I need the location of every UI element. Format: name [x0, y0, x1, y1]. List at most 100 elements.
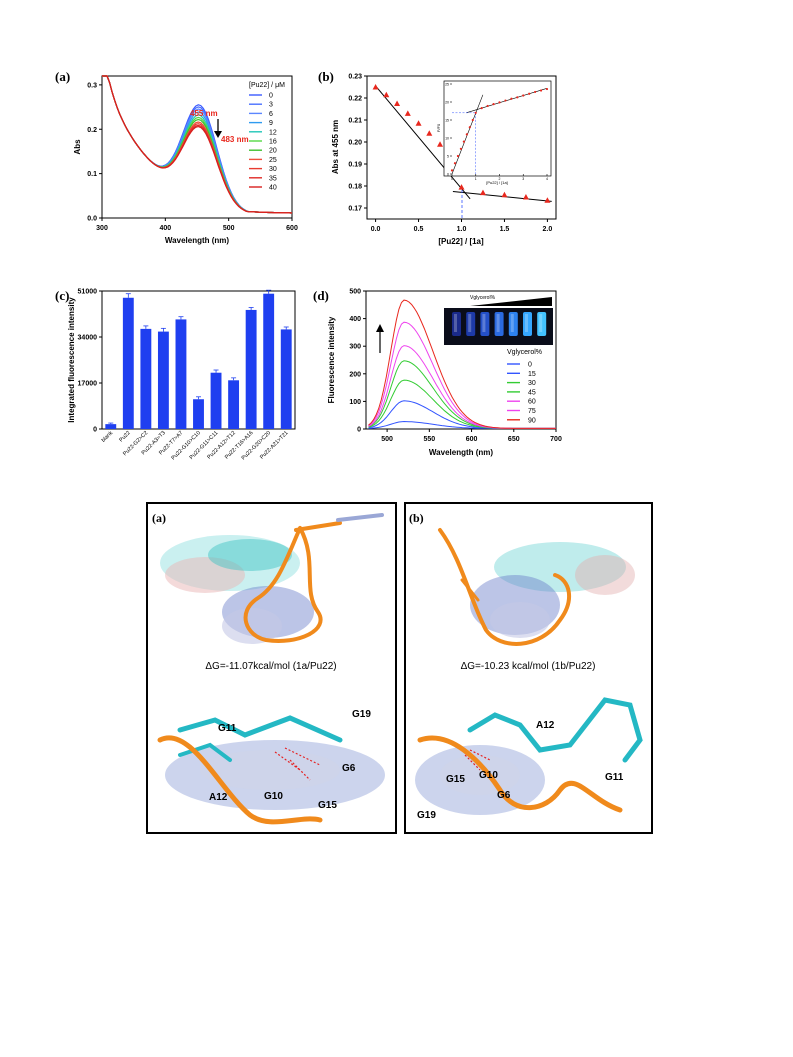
bar	[193, 399, 204, 429]
residue-right-a12: A12	[536, 720, 555, 731]
inset-point	[539, 89, 543, 92]
y-tick-label: 34000	[78, 335, 98, 342]
data-point	[458, 184, 465, 190]
residue-right-g11: G11	[605, 772, 624, 783]
x-tick-label: 1.5	[500, 226, 510, 233]
inset-point	[465, 133, 468, 136]
x-tick-label: 550	[423, 436, 435, 443]
data-point	[394, 100, 401, 106]
inset-y-tick-label: 20	[445, 100, 449, 104]
data-point	[426, 130, 433, 136]
vial-highlight	[496, 314, 500, 332]
data-point	[479, 189, 486, 196]
panel-b-points	[372, 84, 551, 203]
inset-point	[480, 107, 483, 110]
x-tick-label: 600	[286, 225, 298, 232]
inset-point	[492, 103, 495, 106]
y-tick-label: 0.23	[348, 74, 362, 81]
data-point	[544, 197, 551, 203]
inset-point	[545, 87, 549, 91]
y-tick-label: 100	[349, 399, 361, 406]
x-tick-label: 0.0	[371, 226, 381, 233]
legend-label: 0	[269, 93, 273, 100]
y-tick-label: 500	[349, 289, 361, 296]
panel-c-label: (c)	[55, 288, 69, 303]
bar	[280, 329, 292, 429]
docking-left-label: (a)	[152, 511, 166, 525]
y-tick-label: 0.19	[348, 162, 362, 169]
panel-c-ylabel: Integrated fluorescence intensity	[67, 297, 76, 423]
bar	[140, 328, 152, 429]
vial-highlight	[510, 314, 514, 332]
residue-left-g11: G11	[218, 723, 237, 734]
panel-b: (b) [Pu22] / [1a] Abs at 455 nm 0.0 0.5 1.…	[318, 69, 557, 246]
docking-left-structure	[160, 513, 384, 644]
series-line	[102, 75, 293, 214]
y-tick-label: 0.1	[87, 171, 97, 178]
docking-right-label: (b)	[409, 511, 424, 525]
residue-left-g19: G19	[352, 709, 371, 720]
legend-label: 30	[269, 166, 277, 173]
vial-highlight	[454, 314, 457, 332]
inset-x-tick-label: 3	[522, 177, 524, 181]
inset-point	[504, 99, 507, 102]
panel-d-arrowhead	[376, 324, 384, 332]
series-line	[102, 75, 293, 214]
inset-x-tick-label: 2	[499, 177, 501, 181]
panel-c-bars	[105, 289, 292, 429]
series-line	[102, 75, 293, 214]
inset-point	[468, 126, 471, 129]
x-tick-label: 400	[159, 225, 171, 232]
legend-label: 9	[269, 120, 273, 127]
panel-b-inset: 0 1 2 3 4 0 5 10 15 20 25 [Pu22] / [1a] F/F0	[436, 80, 552, 185]
panel-d-series	[368, 299, 556, 429]
bar	[122, 297, 134, 429]
x-tick-label: 500	[381, 436, 393, 443]
bar	[263, 293, 275, 429]
category-label: Pu22	[118, 430, 131, 443]
vial	[480, 312, 490, 336]
x-tick-label: 300	[96, 225, 108, 232]
annotation-483nm: 483 nm	[221, 135, 249, 144]
docking-right-energy: ΔG=-10.23 kcal/mol (1b/Pu22)	[461, 661, 596, 672]
inset-x-tick-label: 4	[546, 177, 548, 181]
inset-point	[498, 101, 501, 104]
inset-point	[456, 154, 460, 158]
bar	[245, 309, 257, 429]
legend-label: 20	[269, 148, 277, 155]
docking-panel-right: (b) ΔG=-10.23 kcal/mol (1b/Pu22) A12 G15…	[404, 502, 653, 834]
inset-y-tick-label: 25	[445, 82, 449, 86]
data-point	[437, 141, 444, 147]
x-tick-label: 2.0	[543, 226, 553, 233]
series-line	[102, 75, 293, 214]
inset-x-tick-label: 1	[475, 177, 477, 181]
vial-highlight	[468, 314, 472, 332]
category-label: blank	[101, 430, 115, 444]
residue-left-g6: G6	[342, 763, 356, 774]
y-tick-label: 400	[349, 316, 361, 323]
bar	[105, 424, 117, 429]
series-line	[368, 299, 556, 429]
vial-highlight	[539, 314, 543, 332]
inset-y-tick-label: 10	[445, 136, 449, 140]
inset-point	[522, 94, 525, 97]
x-tick-label: 0.5	[414, 226, 424, 233]
vial-highlight	[525, 314, 528, 332]
panel-d-xlabel: Wavelength (nm)	[429, 448, 493, 457]
panel-b-ylabel: Abs at 455 nm	[331, 120, 340, 174]
fit-line	[375, 85, 471, 200]
annotation-455nm: 455 nm	[190, 109, 218, 118]
inset-point	[510, 97, 513, 100]
y-tick-label: 51000	[78, 289, 98, 296]
x-tick-label: 650	[508, 436, 520, 443]
inset-fit-line	[466, 88, 548, 114]
legend-label: 3	[269, 102, 273, 109]
legend-label: 40	[269, 185, 277, 192]
panel-b-inset-frame	[443, 80, 552, 177]
panel-d-ylabel: Fluorescence intensity	[327, 316, 336, 403]
series-line	[102, 75, 293, 214]
inset-point	[516, 96, 519, 99]
panel-d-frame	[365, 290, 557, 430]
y-tick-label: 0.0	[87, 216, 97, 223]
